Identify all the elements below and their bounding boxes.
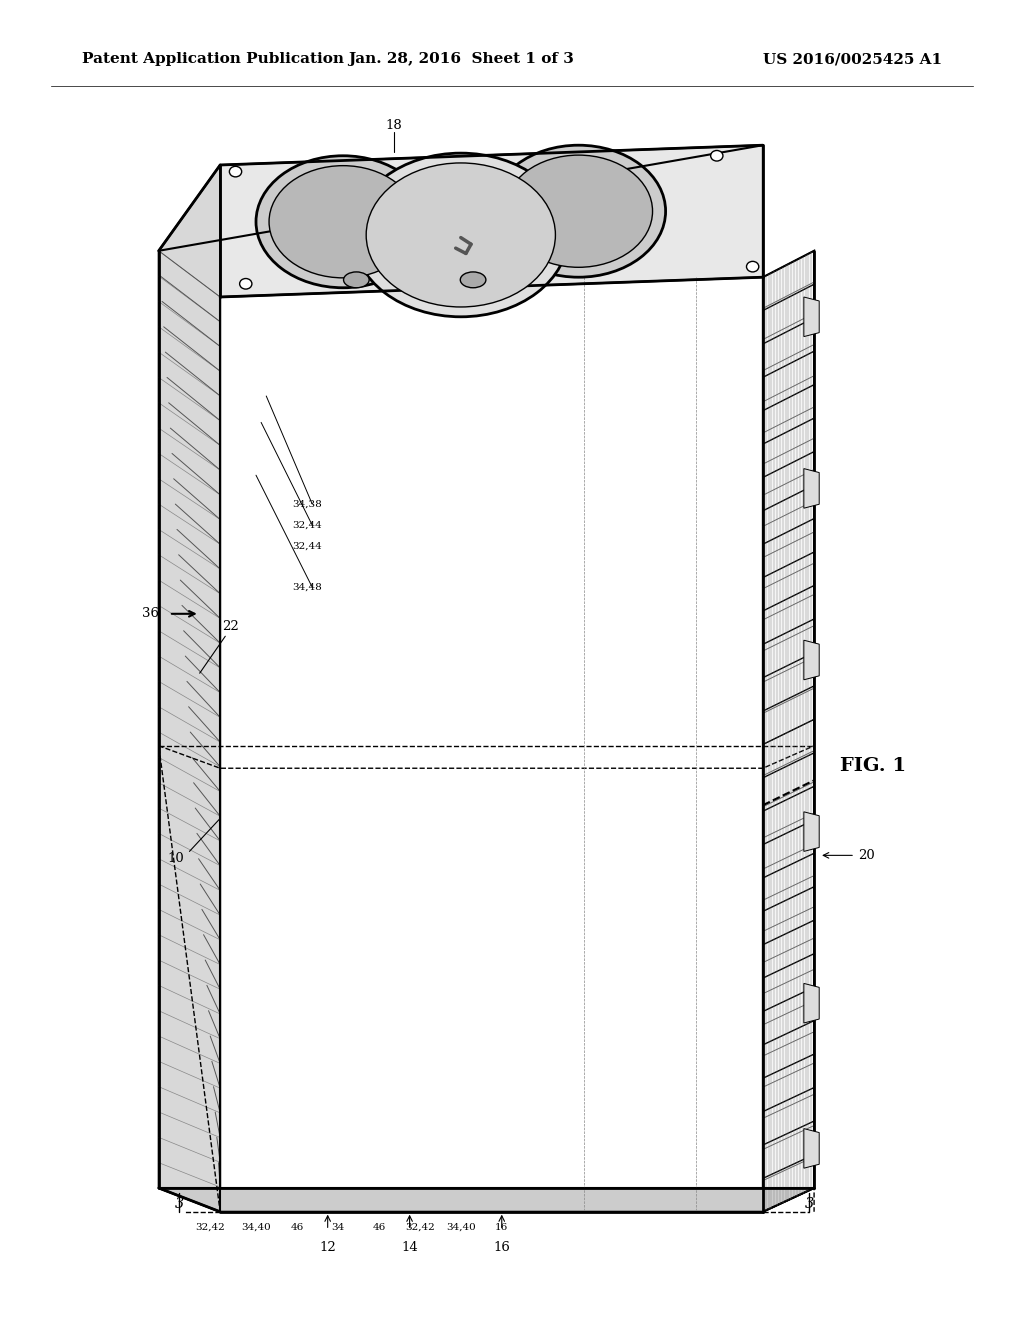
Ellipse shape — [505, 156, 652, 267]
Text: 32,44: 32,44 — [292, 543, 322, 550]
Ellipse shape — [711, 150, 723, 161]
Text: 34,38: 34,38 — [292, 500, 322, 508]
Ellipse shape — [353, 153, 568, 317]
Text: 16: 16 — [496, 1224, 508, 1232]
Text: 16: 16 — [494, 1241, 510, 1254]
Polygon shape — [804, 812, 819, 851]
Ellipse shape — [240, 279, 252, 289]
Polygon shape — [804, 640, 819, 680]
Polygon shape — [220, 145, 763, 297]
Ellipse shape — [269, 166, 417, 277]
Text: 36: 36 — [141, 607, 159, 620]
Text: 32,42: 32,42 — [404, 1224, 435, 1232]
Text: 34,40: 34,40 — [241, 1224, 271, 1232]
Text: 34,48: 34,48 — [292, 583, 322, 591]
Ellipse shape — [461, 272, 486, 288]
Polygon shape — [804, 469, 819, 508]
Text: 46: 46 — [291, 1224, 303, 1232]
Text: 22: 22 — [222, 620, 239, 634]
Text: US 2016/0025425 A1: US 2016/0025425 A1 — [763, 53, 942, 66]
Polygon shape — [159, 165, 220, 1212]
Text: 46: 46 — [373, 1224, 385, 1232]
Text: 20: 20 — [858, 849, 874, 862]
Ellipse shape — [256, 156, 430, 288]
Polygon shape — [804, 297, 819, 337]
Text: Jan. 28, 2016  Sheet 1 of 3: Jan. 28, 2016 Sheet 1 of 3 — [348, 53, 573, 66]
Text: 12: 12 — [319, 1241, 336, 1254]
Ellipse shape — [229, 166, 242, 177]
Text: 14: 14 — [401, 1241, 418, 1254]
Text: 3: 3 — [804, 1197, 814, 1210]
Polygon shape — [804, 983, 819, 1023]
Text: Patent Application Publication: Patent Application Publication — [82, 53, 344, 66]
Ellipse shape — [367, 162, 555, 308]
Ellipse shape — [343, 272, 370, 288]
Text: 32,44: 32,44 — [292, 521, 322, 529]
Text: 3: 3 — [174, 1197, 184, 1210]
Text: 34,40: 34,40 — [445, 1224, 476, 1232]
Text: FIG. 1: FIG. 1 — [840, 756, 906, 775]
Ellipse shape — [492, 145, 666, 277]
Polygon shape — [763, 251, 814, 1212]
Text: 32,42: 32,42 — [195, 1224, 225, 1232]
Text: 34: 34 — [332, 1224, 344, 1232]
Ellipse shape — [746, 261, 759, 272]
Polygon shape — [159, 1188, 814, 1212]
Polygon shape — [804, 1129, 819, 1168]
Text: 18: 18 — [386, 119, 402, 132]
Text: 10: 10 — [168, 851, 184, 865]
